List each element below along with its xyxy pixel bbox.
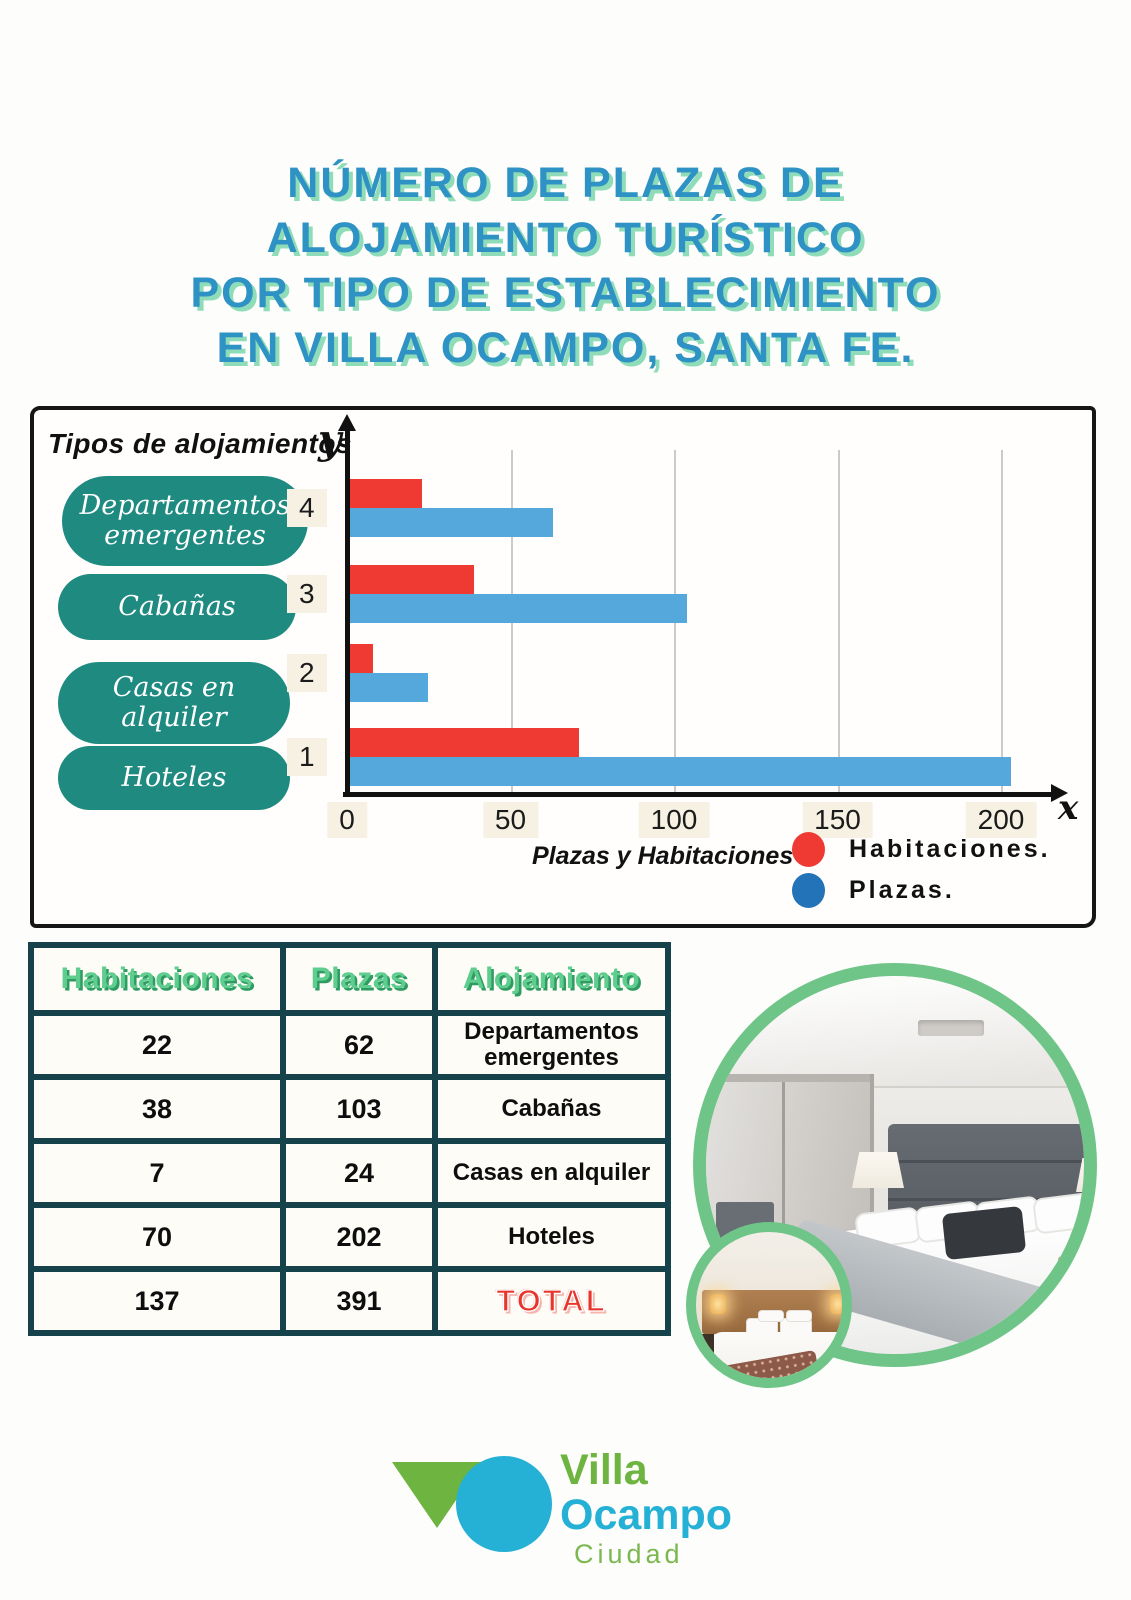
bar-habitaciones-4: [350, 479, 422, 508]
header-alojamiento: Alojamiento: [432, 942, 671, 1016]
photo-lamp: [830, 1294, 842, 1314]
hotel-room-photo-small: [686, 1222, 852, 1388]
photo-nightstand: [696, 1334, 714, 1364]
photo-lamp: [710, 1294, 726, 1314]
table-cell: 38: [28, 1074, 286, 1144]
table-row: 38 103 Cabañas: [28, 1074, 671, 1144]
bar-plazas-1: [350, 757, 1011, 786]
photo-lamp: [1076, 1158, 1084, 1192]
photo-accent-pillow: [941, 1205, 1027, 1261]
bar-habitaciones-3: [350, 565, 475, 594]
category-pill-casas: Casas en alquiler: [58, 662, 290, 744]
plot-area: 0 50 100 150 200 4 3 2 1: [287, 414, 1068, 838]
category-pills: Departamentos emergentes Cabañas Casas e…: [54, 410, 314, 924]
logo-text: Villa Ocampo Ciudad: [560, 1448, 732, 1570]
x-tick-label: 0: [327, 802, 367, 838]
gridline: [837, 450, 840, 792]
x-tick-label: 200: [965, 802, 1037, 838]
table-row: 137 391 TOTAL: [28, 1266, 671, 1336]
logo-subtitle: Ciudad: [574, 1539, 684, 1569]
y-tick-label: 1: [287, 738, 327, 776]
chart-panel: Tipos de alojamientos y Departamentos em…: [30, 406, 1096, 928]
x-tick-label: 50: [482, 802, 539, 838]
page-title-line: POR TIPO DE ESTABLECIMIENTO: [190, 269, 941, 317]
table-cell: 62: [280, 1010, 438, 1080]
bar-plazas-2: [350, 673, 429, 702]
table-header-row: Habitaciones Plazas Alojamiento: [28, 942, 671, 1016]
table-row: 70 202 Hoteles: [28, 1202, 671, 1272]
header-plazas: Plazas: [280, 942, 438, 1016]
bar-plazas-4: [350, 508, 553, 537]
page-title-line: ALOJAMIENTO TURÍSTICO: [266, 214, 865, 262]
x-axis-symbol: x: [1058, 788, 1079, 828]
table-cell: 22: [28, 1010, 286, 1080]
y-tick-label: 3: [287, 575, 327, 613]
table-cell: Cabañas: [432, 1074, 671, 1144]
table-cell: 70: [28, 1202, 286, 1272]
page-title: NÚMERO DE PLAZAS DE ALOJAMIENTO TURÍSTIC…: [0, 156, 1131, 376]
x-tick-label: 100: [638, 802, 710, 838]
category-pill-cabanas: Cabañas: [58, 574, 296, 640]
y-tick-label: 4: [287, 489, 327, 527]
photo-pillow: [786, 1310, 812, 1322]
category-pill-label: Casas en alquiler: [112, 671, 236, 733]
legend-item-habitaciones: Habitaciones.: [792, 830, 1051, 868]
table-cell: 24: [280, 1138, 438, 1208]
table-cell: TOTAL: [432, 1266, 671, 1336]
logo-name-bottom: Ocampo: [560, 1491, 733, 1539]
legend-item-plazas: Plazas.: [792, 871, 1051, 909]
table-row: 22 62 Departamentos emergentes: [28, 1010, 671, 1080]
villa-ocampo-logo: Villa Ocampo Ciudad: [392, 1448, 792, 1588]
table-cell: 7: [28, 1138, 286, 1208]
legend-label: Plazas.: [849, 875, 955, 904]
category-pill-label: Cabañas: [118, 590, 236, 622]
category-pill-label: Departamentos emergentes: [79, 489, 291, 551]
table-cell: Casas en alquiler: [432, 1138, 671, 1208]
y-axis-symbol: y: [318, 416, 342, 463]
table-cell: 391: [280, 1266, 438, 1336]
table-cell: Hoteles: [432, 1202, 671, 1272]
category-pill-departamentos: Departamentos emergentes: [62, 476, 308, 566]
photo-ceiling-vent: [918, 1020, 984, 1036]
photo-pillow: [758, 1310, 784, 1322]
legend: Habitaciones. Plazas.: [792, 830, 1051, 909]
logo-circle-icon: [456, 1456, 552, 1552]
category-pill-label: Hoteles: [121, 761, 227, 793]
table-row: 7 24 Casas en alquiler: [28, 1138, 671, 1208]
bar-habitaciones-1: [350, 728, 579, 757]
photo-lamp: [852, 1152, 904, 1188]
page-title-line: EN VILLA OCAMPO, SANTA FE.: [216, 324, 915, 372]
x-axis-arrow-icon: [1051, 784, 1068, 802]
x-tick-label: 150: [802, 802, 873, 838]
table-cell: 103: [280, 1074, 438, 1144]
legend-label: Habitaciones.: [849, 834, 1051, 863]
chart-side-label: Tipos de alojamientos: [48, 428, 353, 459]
y-tick-label: 2: [287, 654, 327, 692]
table-cell: Departamentos emergentes: [432, 1010, 671, 1080]
y-axis-arrow-icon: [338, 414, 356, 431]
x-axis-line: [343, 792, 1051, 797]
legend-title: Plazas y Habitaciones: [532, 842, 794, 870]
table-cell: 137: [28, 1266, 286, 1336]
page-title-line: NÚMERO DE PLAZAS DE: [287, 159, 844, 207]
photo-pillow: [1032, 1191, 1084, 1235]
habitaciones-color-dot: [792, 831, 825, 867]
category-pill-hoteles: Hoteles: [58, 746, 290, 810]
photo-ceiling: [706, 976, 1084, 1088]
bar-habitaciones-2: [350, 644, 373, 673]
data-table: Habitaciones Plazas Alojamiento 22 62 Depa…: [28, 942, 671, 1336]
header-habitaciones: Habitaciones: [28, 942, 286, 1016]
photo-nightstand: [1058, 1256, 1084, 1342]
logo-name-top: Villa: [560, 1446, 648, 1494]
y-axis-line: [345, 430, 350, 796]
table-cell: 202: [280, 1202, 438, 1272]
bar-plazas-3: [350, 594, 687, 623]
table-body: 22 62 Departamentos emergentes 38 103 Cabañas…: [28, 1010, 671, 1336]
plazas-color-dot: [792, 872, 825, 908]
gridline: [1001, 450, 1003, 792]
